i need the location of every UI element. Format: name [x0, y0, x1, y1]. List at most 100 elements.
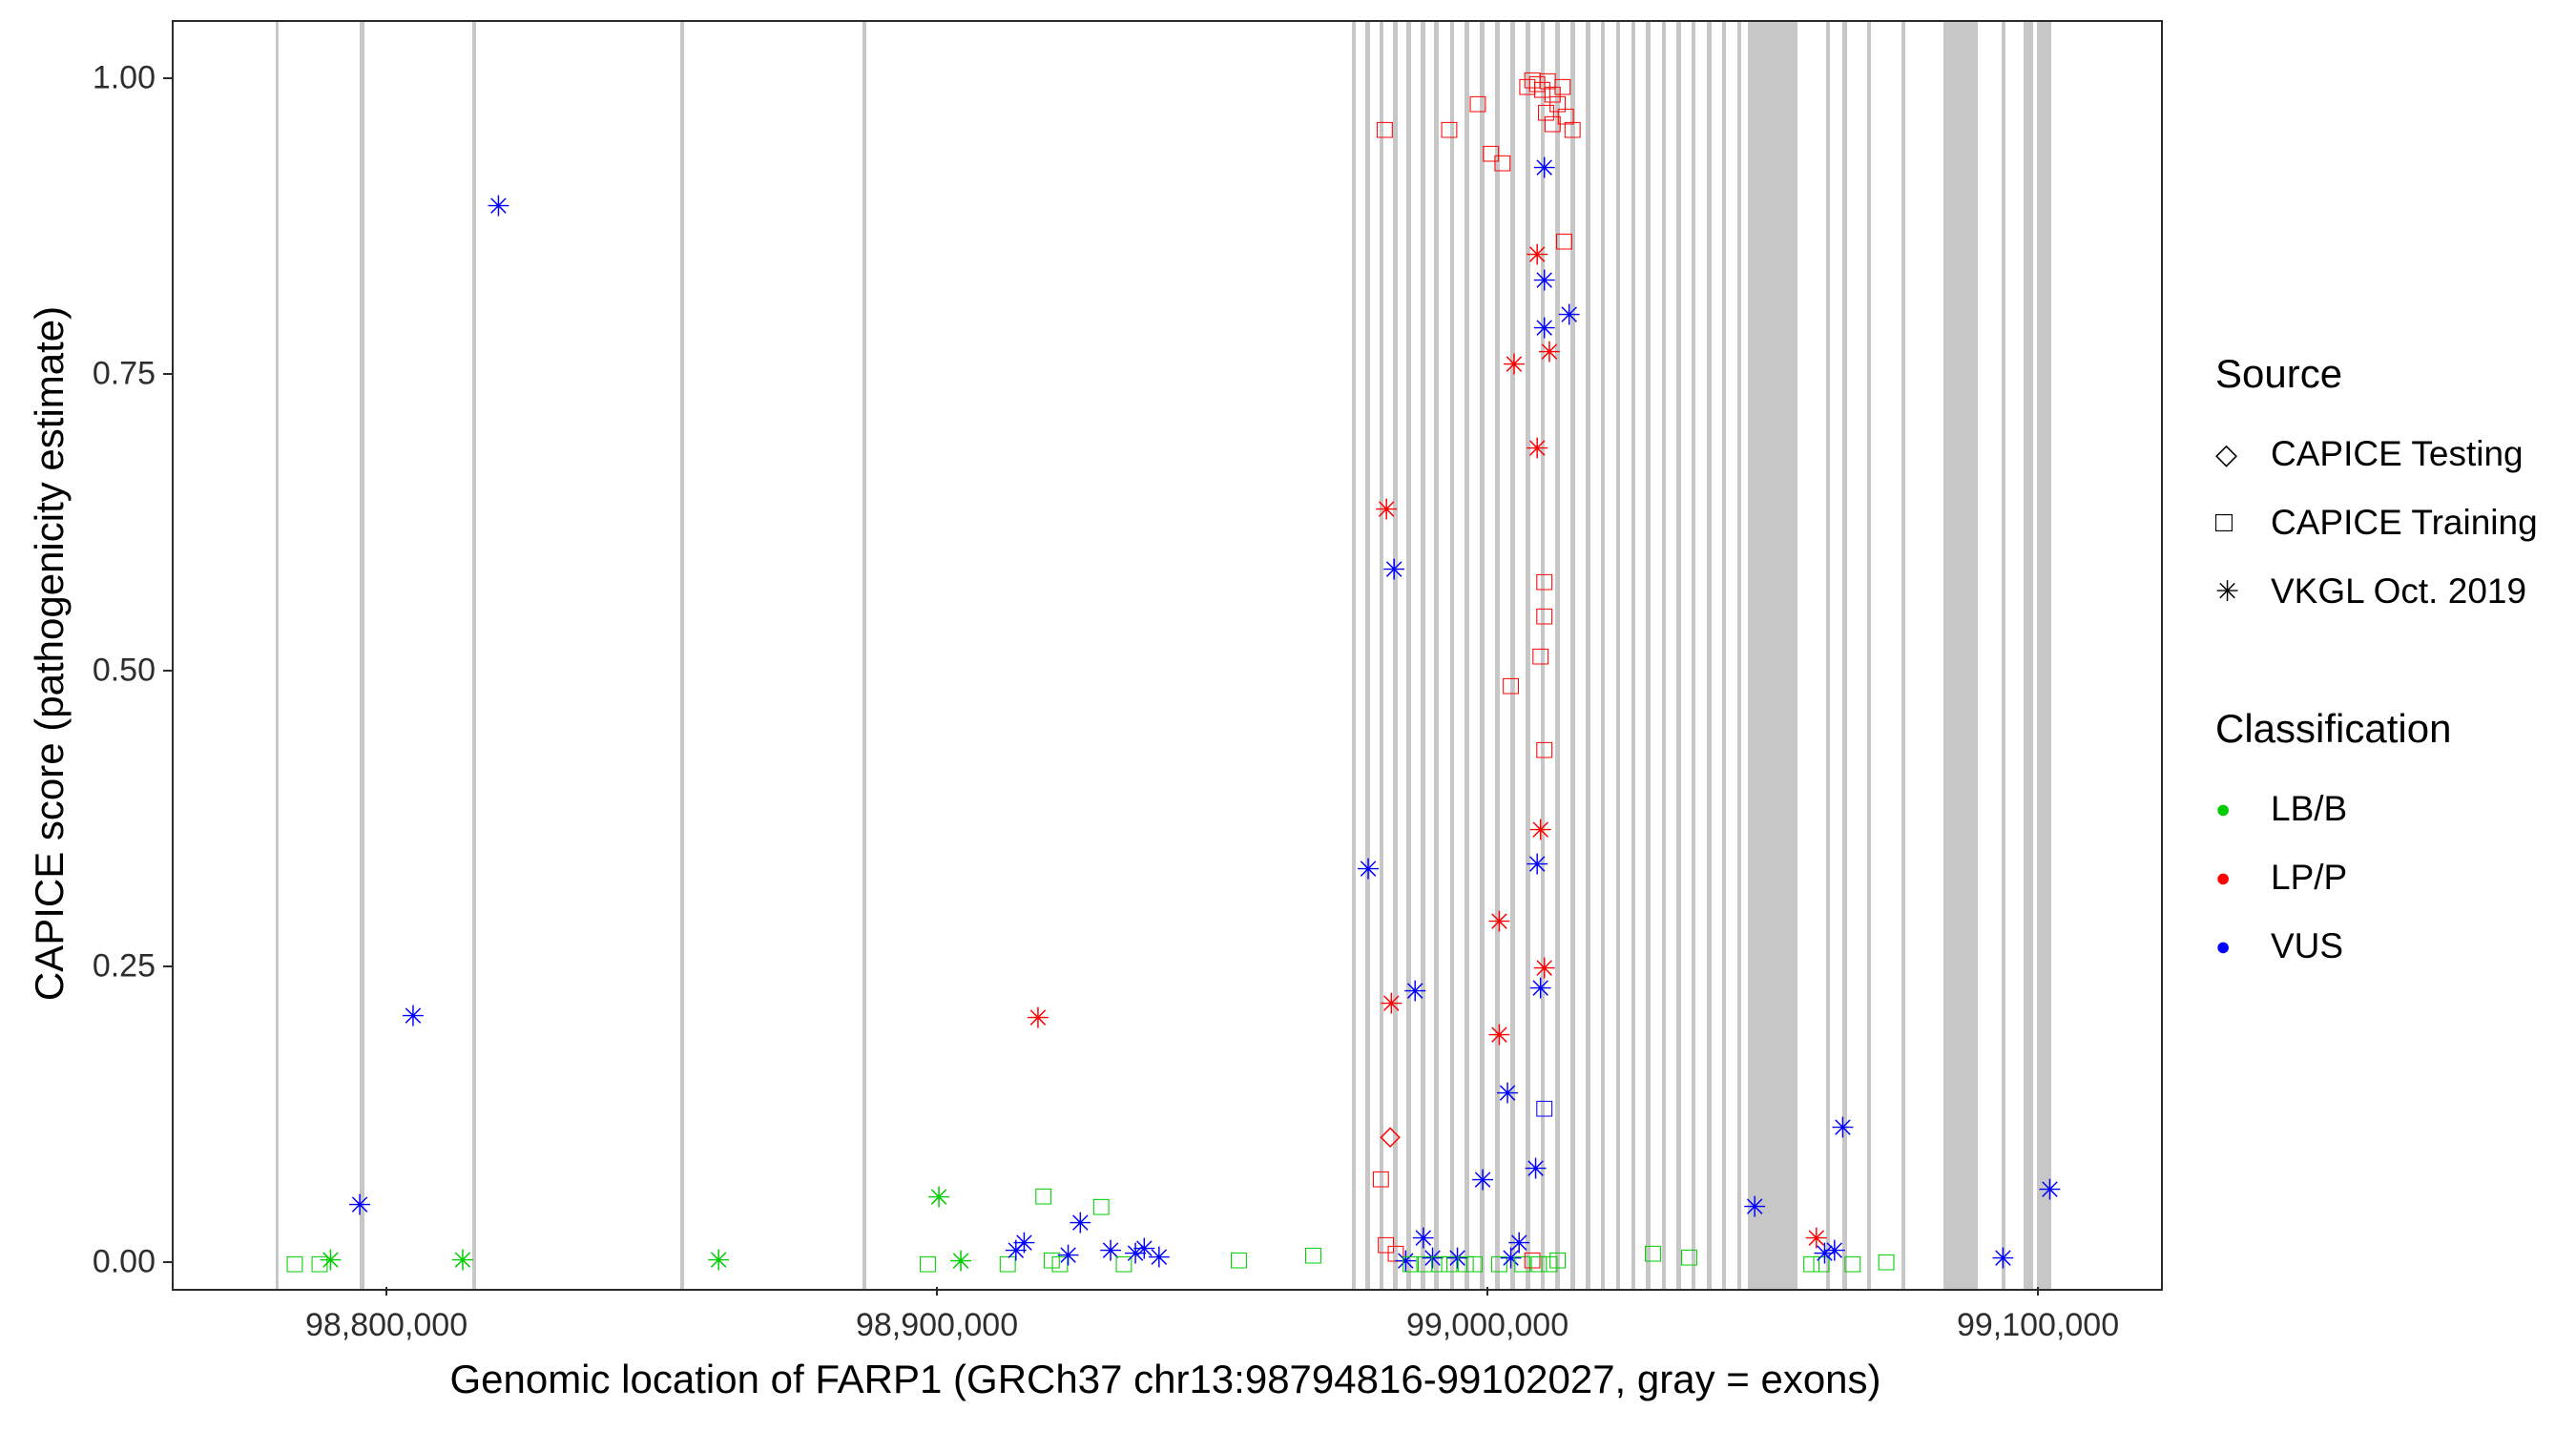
data-point: □	[1490, 1248, 1507, 1278]
data-point: ✳	[1822, 1234, 1847, 1267]
exon-band	[1826, 22, 1831, 1289]
exon-band	[1631, 22, 1635, 1289]
y-tick-mark	[163, 77, 172, 79]
data-point: ✳	[1528, 973, 1553, 1006]
exon-band	[1901, 22, 1905, 1289]
exon-band	[1722, 22, 1727, 1289]
data-point: ✳	[1506, 1228, 1531, 1260]
data-point: □	[311, 1248, 328, 1278]
exon-band	[1465, 22, 1469, 1289]
data-point: ✳	[1525, 849, 1549, 881]
exon-band	[1586, 22, 1590, 1289]
data-point: □	[1536, 1092, 1553, 1123]
x-tick-label: 98,800,000	[304, 1307, 468, 1343]
legend-classification-title: Classification	[2215, 706, 2452, 751]
x-tick-mark	[385, 1287, 388, 1296]
data-point: □	[1304, 1239, 1321, 1270]
data-point: ✳	[1147, 1242, 1172, 1275]
data-point: □	[999, 1248, 1016, 1278]
y-tick-label: 0.25	[92, 947, 156, 985]
exon-band	[1494, 22, 1500, 1289]
x-axis-title: Genomic location of FARP1 (GRCh37 chr13:…	[449, 1357, 1881, 1401]
exon-band	[360, 22, 364, 1289]
legend-item: ● VUS	[2215, 912, 2568, 981]
exon-band	[1449, 22, 1454, 1289]
data-point: □	[1416, 1248, 1433, 1278]
exon-band	[1943, 22, 1978, 1289]
data-point: □	[1514, 1248, 1531, 1278]
data-point: ✳	[1004, 1234, 1028, 1267]
x-tick-mark	[1486, 1287, 1489, 1296]
exon-band	[1570, 22, 1576, 1289]
data-point: □	[1372, 1163, 1389, 1193]
data-point: □	[1466, 1248, 1483, 1278]
data-point: ✳	[1532, 953, 1557, 985]
y-tick-label: 0.00	[92, 1243, 156, 1280]
exon-band	[1601, 22, 1606, 1289]
data-point: ✳	[1421, 1243, 1445, 1275]
data-point: ✳	[1470, 1165, 1495, 1197]
exon-band	[275, 22, 280, 1289]
data-point: ✳	[1402, 976, 1427, 1008]
data-point: ✳	[1532, 265, 1557, 298]
data-point: ✳	[1486, 905, 1511, 938]
x-tick-label: 98,900,000	[855, 1307, 1019, 1343]
data-point: ✳	[1742, 1192, 1767, 1224]
data-point: □	[1115, 1248, 1132, 1278]
data-point: ✳	[1523, 1153, 1548, 1186]
data-point: ✳	[1557, 300, 1582, 332]
data-point: ✳	[1990, 1243, 2015, 1275]
exon-band	[1365, 22, 1370, 1289]
data-point: □	[1469, 88, 1486, 118]
legend-item-label: VKGL Oct. 2019	[2271, 571, 2527, 611]
x-tick-mark	[936, 1287, 939, 1296]
data-point: ✳	[1132, 1234, 1156, 1266]
data-point: □	[286, 1248, 303, 1278]
data-point: □	[1092, 1191, 1110, 1221]
data-point: □	[1524, 1244, 1541, 1275]
data-point: ✳	[1830, 1111, 1856, 1144]
data-point: □	[1544, 78, 1561, 109]
data-point: ✳	[1495, 1077, 1520, 1110]
legend-item: □ CAPICE Training	[2215, 488, 2568, 557]
data-point: ✳	[1098, 1234, 1123, 1267]
legend-item: ✳ VKGL Oct. 2019	[2215, 557, 2568, 626]
plot-panel: □ □ ✳ ✳ ✳ ✳ ✳ ✳ □ ✳ ✳ □ ✳ ✳ ✳ □ □ □ ✳ ✳ □ ✳ □ ✳ ✳ ✳ □ □ ✳ □ □ ✳ □ ◇ ✳ ✳ □ ✳ □ ✳…	[172, 20, 2163, 1291]
exon-band	[862, 22, 867, 1289]
exon-band	[1692, 22, 1696, 1289]
legend-item: ● LP/P	[2215, 843, 2568, 912]
exon-band	[1420, 22, 1425, 1289]
data-point: □	[1536, 566, 1553, 596]
exon-band	[1540, 22, 1546, 1289]
diamond-open-icon: ◇	[2215, 438, 2238, 470]
data-point: □	[1503, 670, 1520, 700]
y-tick-mark	[163, 1261, 172, 1263]
exon-band	[2023, 22, 2034, 1289]
data-point: ✳	[1393, 1246, 1418, 1278]
data-point: ✳	[347, 1190, 372, 1222]
exon-band	[1406, 22, 1411, 1289]
data-point: ✳	[1026, 1003, 1050, 1035]
data-point: □	[1644, 1237, 1661, 1268]
data-point: □	[1539, 65, 1556, 95]
data-point: □	[1681, 1240, 1697, 1271]
square-open-icon: □	[2215, 507, 2233, 538]
data-point: ✳	[1068, 1208, 1092, 1240]
legend-item-label: LB/B	[2271, 789, 2348, 828]
data-point: □	[1813, 1248, 1830, 1278]
data-point: ✳	[1123, 1238, 1148, 1271]
data-point: □	[1051, 1248, 1069, 1278]
data-point: □	[1532, 640, 1549, 671]
exon-band	[1480, 22, 1485, 1289]
exon-band	[2001, 22, 2005, 1289]
data-point: □	[1231, 1244, 1247, 1275]
data-point: □	[1536, 734, 1553, 764]
data-point: ✳	[1502, 349, 1527, 382]
exon-band	[1736, 22, 1741, 1289]
data-point: ✳	[1056, 1239, 1081, 1272]
data-point: □	[1519, 71, 1536, 101]
data-point: ✳	[401, 1001, 426, 1033]
data-point: □	[1441, 1248, 1458, 1278]
data-point: □	[1844, 1248, 1861, 1278]
legend-item-label: VUS	[2271, 926, 2344, 965]
